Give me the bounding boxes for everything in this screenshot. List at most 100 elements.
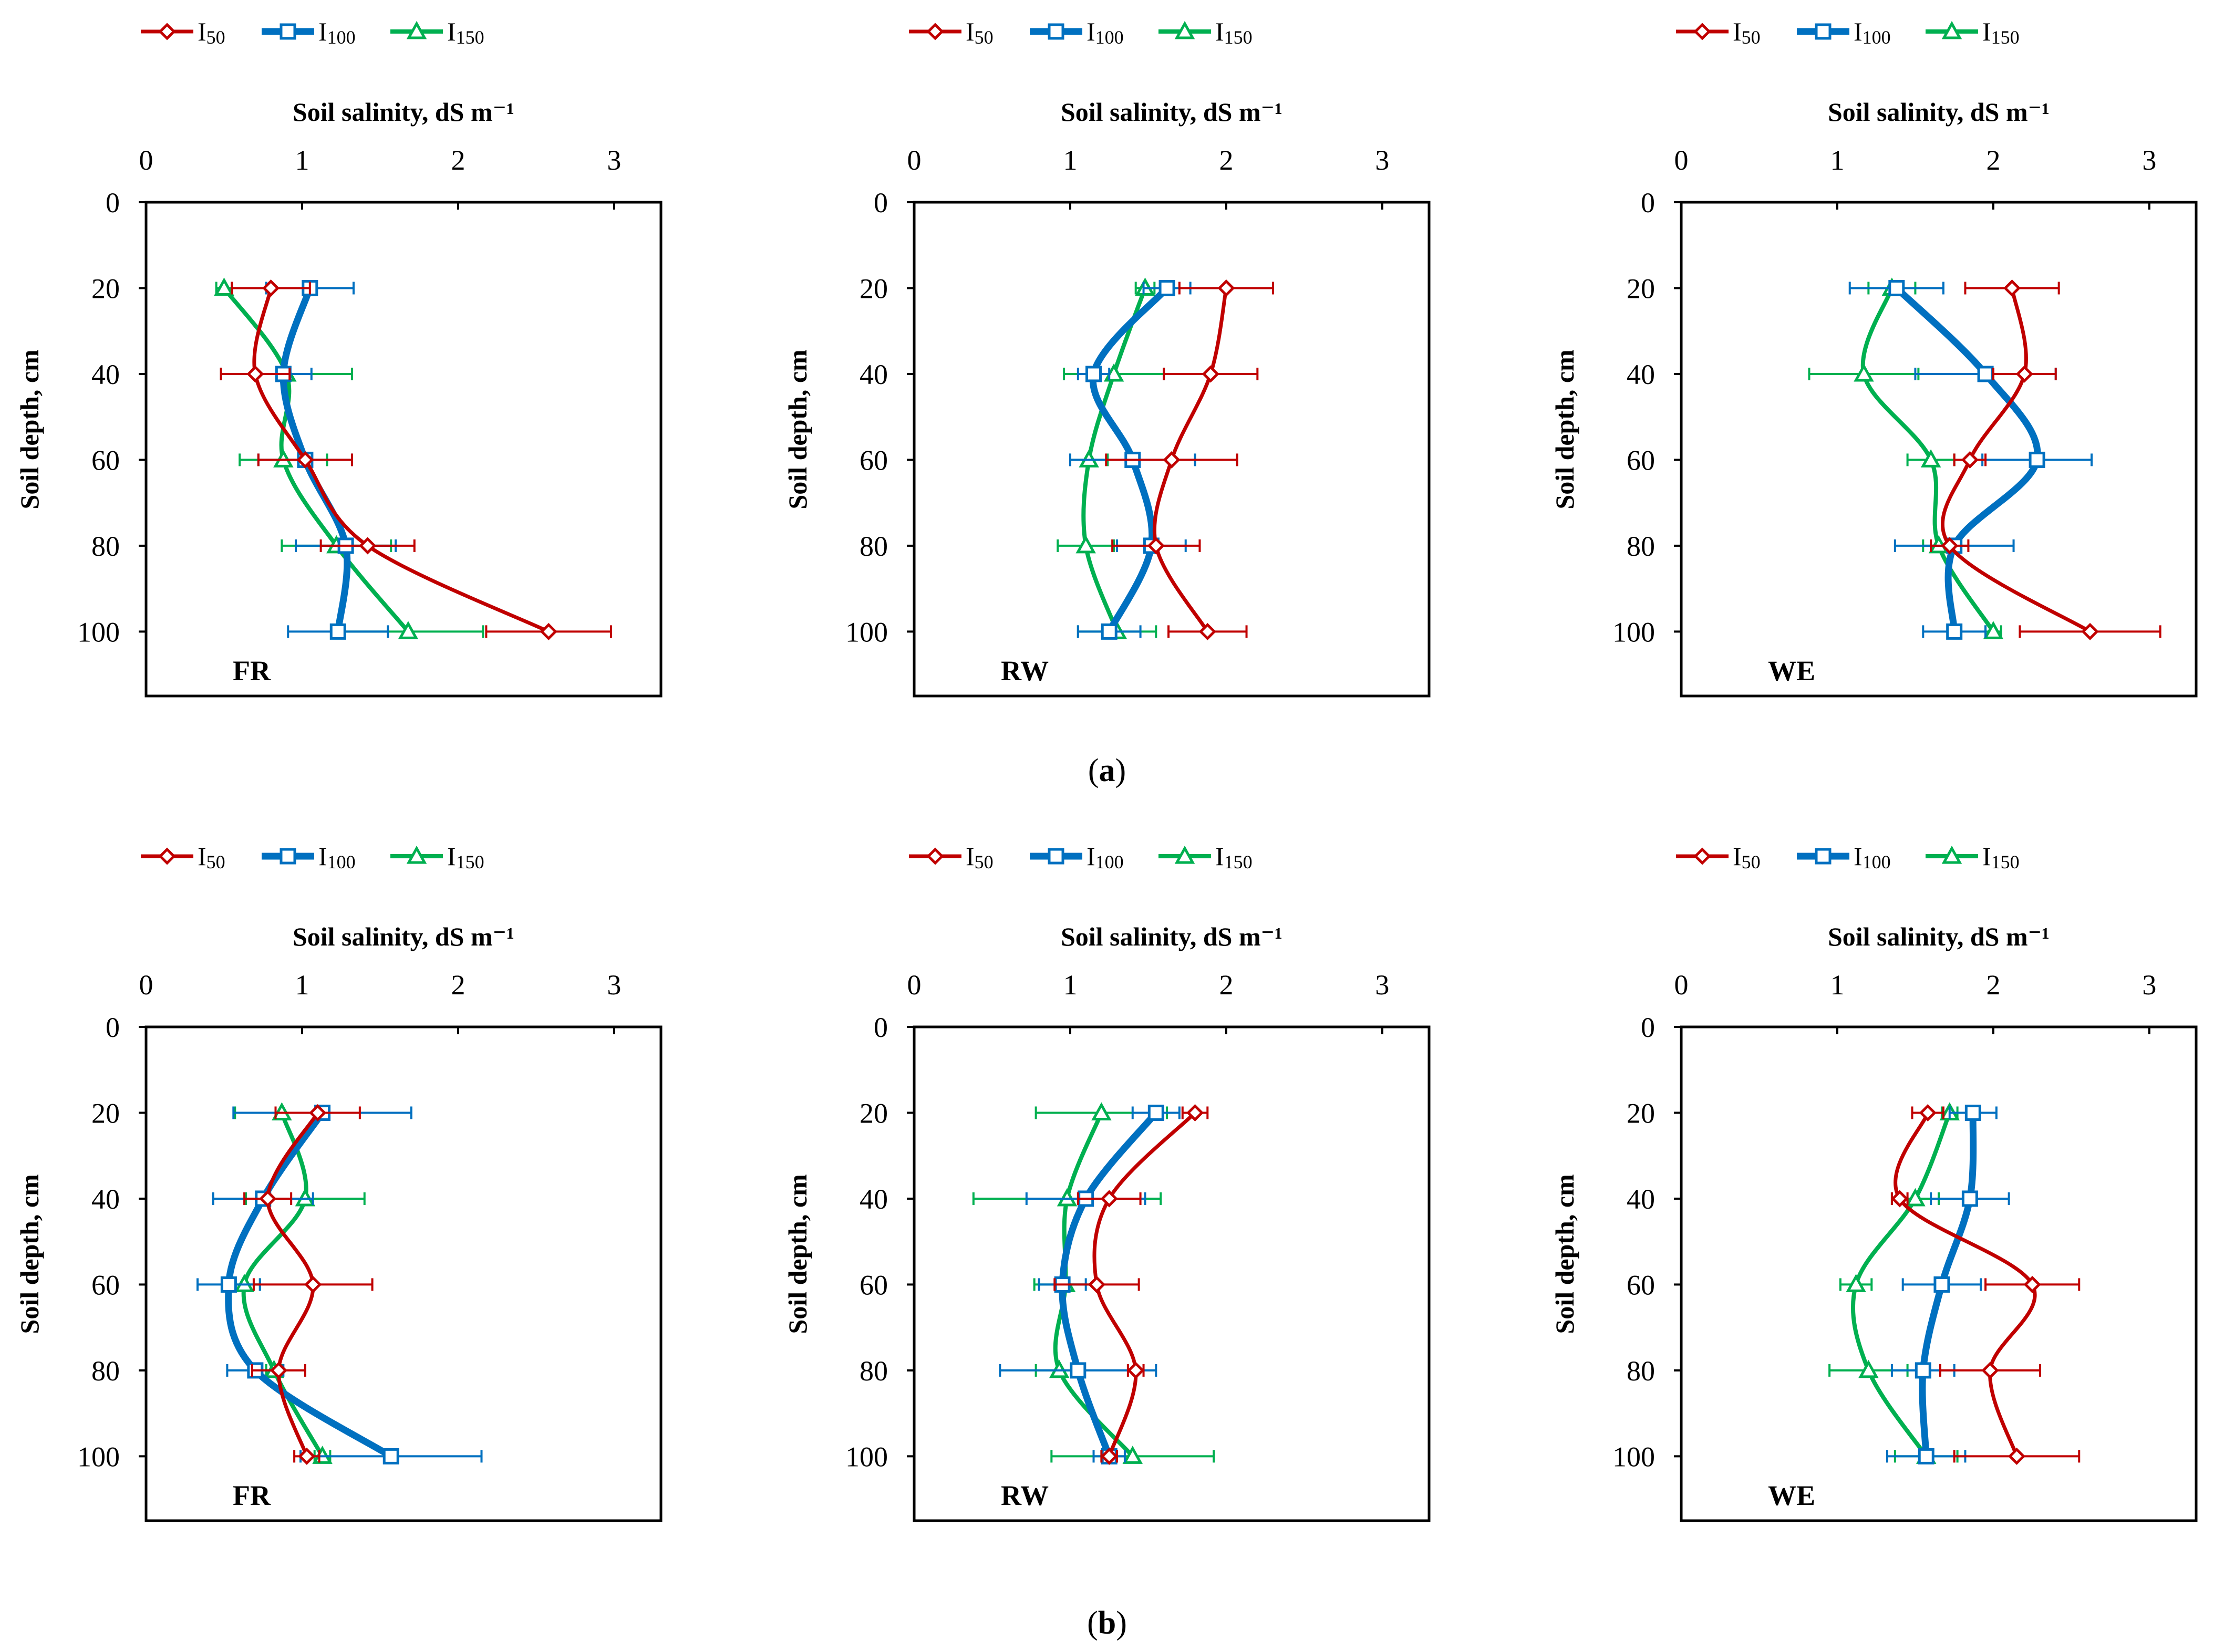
series-i50 [1890, 1104, 2081, 1465]
x-axis-title: Soil salinity, dS m⁻¹ [293, 97, 514, 127]
y-tick-label: 60 [91, 1269, 120, 1301]
panel-label: RW [1001, 655, 1049, 687]
series-i50 [243, 1104, 374, 1465]
x-tick-label: 3 [1375, 969, 1389, 1001]
data-point [1815, 848, 1832, 865]
data-point [1122, 1446, 1143, 1464]
data-point [1127, 1362, 1145, 1379]
x-tick-label: 1 [1063, 144, 1077, 176]
y-tick-label: 60 [91, 444, 120, 476]
y-axis-title: Soil depth, cm [15, 1174, 44, 1334]
x-tick-label: 3 [1375, 144, 1389, 176]
legend-item-i50: I50 [909, 841, 994, 872]
panel-label: WE [1768, 1480, 1815, 1511]
legend-item-i150: I150 [390, 17, 484, 48]
y-tick-label: 40 [860, 1183, 888, 1215]
data-point [1854, 363, 1874, 382]
y-tick-label: 100 [77, 616, 120, 648]
legend-item-i50: I50 [1676, 17, 1761, 48]
legend-label: I50 [1733, 841, 1761, 872]
data-point [259, 1190, 277, 1208]
svg-text:(b): (b) [1087, 1605, 1127, 1641]
y-tick-label: 80 [1627, 531, 1655, 562]
legend-label: I50 [966, 841, 994, 872]
legend-item-i50: I50 [1676, 841, 1761, 872]
y-tick-label: 80 [91, 1355, 120, 1387]
legend: I50 I100 I150 [1676, 17, 2020, 48]
y-tick-label: 100 [77, 1441, 120, 1472]
y-tick-label: 20 [1627, 1097, 1655, 1129]
svg-text:(a): (a) [1088, 753, 1126, 788]
series-i100 [196, 1104, 483, 1464]
legend-label: I100 [1854, 17, 1891, 48]
plot-frame [1680, 1025, 2198, 1522]
data-point [398, 621, 419, 639]
data-point [1091, 1102, 1112, 1120]
data-point [1088, 1275, 1105, 1293]
data-point [262, 279, 280, 297]
panel-a-we: 0 1 2 3 0 20 40 60 80 100 Soil salinity, dS m⁻¹ Soi… [1550, 97, 2198, 698]
panel-b-fr: 0 1 2 3 0 20 40 60 80 100 Soil salinity, dS m⁻¹ Soi… [15, 922, 663, 1522]
legend-label: I150 [1982, 17, 2020, 48]
x-tick-label: 1 [295, 969, 309, 1001]
y-tick-label: 60 [860, 444, 888, 476]
panel-a-fr: 0 1 2 3 0 20 40 60 80 100 Soil salinity, dS m⁻¹ Soi… [15, 97, 663, 698]
y-tick-label: 60 [860, 1269, 888, 1301]
y-tick-label: 0 [106, 1012, 120, 1043]
legend-item-i50: I50 [141, 841, 225, 872]
data-point [1163, 451, 1181, 469]
y-tick-label: 0 [1641, 1012, 1655, 1043]
data-point [1693, 23, 1711, 40]
y-tick-label: 60 [1627, 1269, 1655, 1301]
y-tick-label: 80 [860, 531, 888, 562]
y-tick-label: 100 [845, 1441, 888, 1472]
plot-frame [1680, 201, 2198, 698]
legend-label: I100 [318, 841, 356, 872]
panel-label: FR [233, 1480, 271, 1511]
legend-label: I100 [318, 17, 356, 48]
data-point [1217, 279, 1235, 297]
data-point [280, 23, 296, 40]
x-tick-label: 0 [1674, 144, 1689, 176]
panel-b-rw: 0 1 2 3 0 20 40 60 80 100 Soil salinity, dS m⁻¹ Soi… [783, 922, 1431, 1522]
series-line-i50 [252, 286, 551, 633]
legend: I50 I100 I150 [141, 17, 484, 48]
y-tick-label: 0 [106, 187, 120, 219]
y-tick-label: 60 [1627, 444, 1655, 476]
y-tick-label: 40 [91, 359, 120, 390]
legend-item-i150: I150 [1926, 841, 2020, 872]
data-point [1100, 1190, 1118, 1208]
legend-label: I100 [1087, 841, 1124, 872]
data-point [1048, 848, 1064, 865]
x-tick-label: 1 [1830, 969, 1844, 1001]
data-point [214, 277, 234, 296]
data-point [1919, 1104, 1937, 1122]
legend: I50 I100 I150 [909, 841, 1253, 872]
data-point [1933, 1276, 1950, 1293]
data-point [1858, 1359, 1879, 1378]
x-tick-label: 3 [607, 969, 621, 1001]
y-tick-label: 0 [1641, 187, 1655, 219]
legend-label: I50 [198, 841, 225, 872]
x-axis-title: Soil salinity, dS m⁻¹ [1828, 97, 2050, 127]
data-point [406, 845, 427, 864]
data-point [1693, 847, 1711, 865]
y-tick-label: 0 [874, 1012, 888, 1043]
legend-label: I100 [1854, 841, 1891, 872]
x-tick-label: 1 [1830, 144, 1844, 176]
y-tick-label: 80 [860, 1355, 888, 1387]
data-point [246, 365, 264, 383]
legend-item-i150: I150 [1158, 841, 1253, 872]
series-i50 [220, 279, 612, 640]
data-point [2023, 1275, 2041, 1293]
y-tick-label: 80 [1627, 1355, 1655, 1387]
x-tick-label: 1 [1063, 969, 1077, 1001]
data-point [540, 622, 557, 640]
data-point [1918, 1448, 1934, 1464]
data-point [329, 623, 346, 640]
y-tick-label: 100 [1612, 616, 1655, 648]
y-tick-label: 20 [1627, 273, 1655, 304]
data-point [1941, 20, 1962, 39]
data-point [1147, 1104, 1164, 1121]
legend-item-i100: I100 [1030, 841, 1124, 872]
